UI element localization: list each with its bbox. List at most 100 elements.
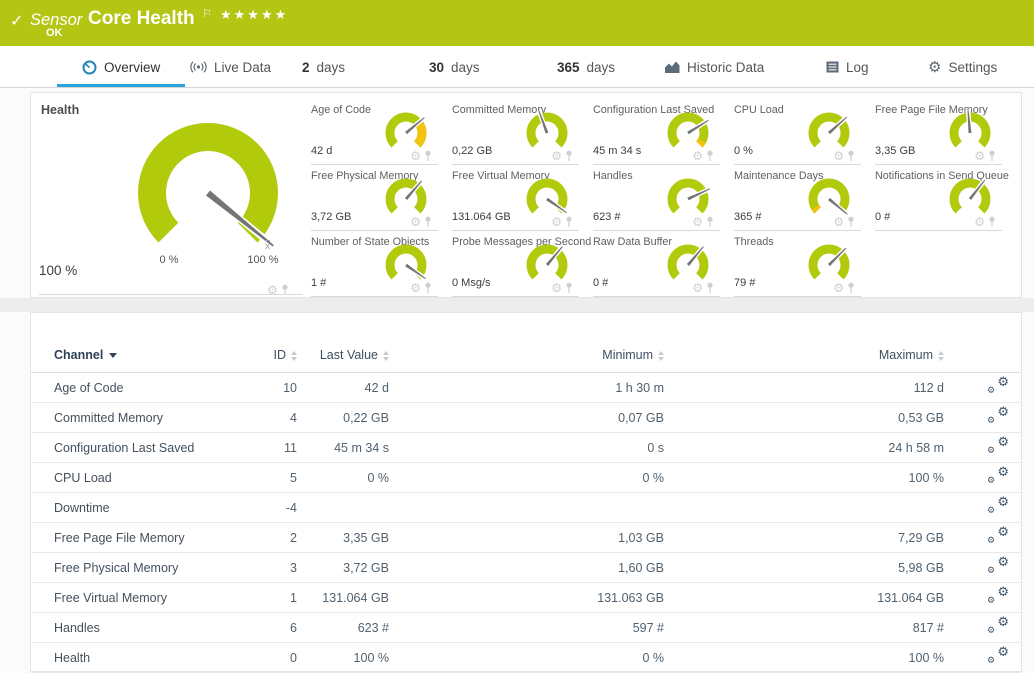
gauge-pin-icon[interactable]: [847, 282, 855, 294]
channel-settings-icon[interactable]: ⚙ ⚙: [987, 464, 1009, 486]
gauge-label: CPU Load: [734, 104, 784, 116]
gauge-pin-icon[interactable]: [424, 282, 432, 294]
gauge-scale-min: 0 %: [159, 254, 179, 266]
gauge-value: 131.064 GB: [452, 211, 511, 223]
gauge-chart: [808, 244, 850, 280]
channel-settings-icon[interactable]: ⚙ ⚙: [987, 404, 1009, 426]
gauge-tile: Raw Data Buffer 0 # ⚙: [591, 231, 728, 297]
gauge-tile: Age of Code 42 d ⚙: [309, 99, 446, 165]
broadcast-icon: [190, 61, 207, 73]
gauge-label: Probe Messages per Second: [452, 236, 592, 248]
gauge-pin-icon[interactable]: [565, 150, 573, 162]
status-ok-check-icon: ✓: [10, 11, 24, 30]
gauge-pin-icon[interactable]: [281, 284, 289, 296]
cell-channel: Health: [54, 650, 91, 665]
log-list-icon: [826, 61, 839, 73]
gauge-settings-icon[interactable]: ⚙: [410, 215, 421, 229]
channel-settings-icon[interactable]: ⚙ ⚙: [987, 584, 1009, 606]
priority-flag-icon[interactable]: ⚐: [202, 7, 212, 20]
tab-2-days[interactable]: 2 days: [302, 59, 346, 75]
table-row: CPU Load 5 0 % 0 % 100 % ⚙ ⚙: [31, 463, 1021, 493]
cell-channel: Age of Code: [54, 380, 124, 395]
cell-id: 6: [290, 620, 297, 635]
gauge-settings-icon[interactable]: ⚙: [974, 215, 985, 229]
cell-channel: Free Physical Memory: [54, 560, 179, 575]
gauge-pin-icon[interactable]: [988, 216, 996, 228]
gauge-chart: [385, 244, 427, 281]
gauge-pin-icon[interactable]: [565, 216, 573, 228]
gauge-settings-icon[interactable]: ⚙: [833, 281, 844, 295]
cell-last-value: 3,35 GB: [343, 530, 389, 545]
gauge-tile: Threads 79 # ⚙: [732, 231, 869, 297]
cell-last-value: 0,22 GB: [343, 410, 389, 425]
gauge-settings-icon[interactable]: ⚙: [692, 215, 703, 229]
gauge-pin-icon[interactable]: [847, 150, 855, 162]
gauge-tile: Committed Memory 0,22 GB ⚙: [450, 99, 587, 165]
channel-settings-icon[interactable]: ⚙ ⚙: [987, 644, 1009, 666]
gauge-value: 0 #: [875, 211, 891, 223]
gauge-value: 42 d: [311, 145, 333, 157]
gauge-tile: Configuration Last Saved 45 m 34 s ⚙: [591, 99, 728, 165]
channel-settings-icon[interactable]: ⚙ ⚙: [987, 494, 1009, 516]
gauge-pin-icon[interactable]: [847, 216, 855, 228]
channel-settings-icon[interactable]: ⚙ ⚙: [987, 614, 1009, 636]
gauge-pin-icon[interactable]: [424, 216, 432, 228]
gauge-pin-icon[interactable]: [706, 282, 714, 294]
gauge-settings-icon[interactable]: ⚙: [551, 281, 562, 295]
tab-historic-data[interactable]: Historic Data: [665, 46, 764, 88]
gauge-settings-icon[interactable]: ⚙: [692, 149, 703, 163]
gauge-label: Committed Memory: [452, 104, 547, 116]
sort-desc-icon: [109, 353, 118, 359]
tab-live-data[interactable]: Live Data: [190, 46, 271, 88]
sensor-header: ✓ Sensor Core Health ⚐ ★★★★★ OK: [0, 0, 1034, 46]
gauge-settings-icon[interactable]: ⚙: [974, 149, 985, 163]
tab-30-days[interactable]: 30 days: [429, 59, 480, 75]
gauge-chart: [949, 108, 991, 148]
tab-settings[interactable]: ⚙ Settings: [928, 58, 998, 76]
cell-channel: Downtime: [54, 500, 110, 515]
gauge-settings-icon[interactable]: ⚙: [551, 149, 562, 163]
cell-channel: Committed Memory: [54, 410, 164, 425]
gauge-settings-icon[interactable]: ⚙: [410, 149, 421, 163]
channel-settings-icon[interactable]: ⚙ ⚙: [987, 524, 1009, 546]
gauge-label: Age of Code: [311, 104, 372, 116]
priority-stars[interactable]: ★★★★★: [220, 8, 289, 23]
gauge-chart: [385, 178, 427, 214]
gauge-chart: [526, 244, 568, 280]
column-header-last-value[interactable]: Last Value: [297, 348, 389, 362]
column-header-id[interactable]: ID: [221, 348, 297, 362]
channel-settings-icon[interactable]: ⚙ ⚙: [987, 434, 1009, 456]
gauge-chart: [808, 178, 850, 217]
tab-overview[interactable]: Overview: [82, 46, 160, 88]
main-health-gauge: Health 0 % 100 % 100 % x ⚙: [31, 93, 309, 299]
gauge-label: Threads: [734, 236, 774, 248]
cell-minimum: 0 %: [642, 470, 664, 485]
cell-minimum: 597 #: [632, 620, 664, 635]
gauge-pin-icon[interactable]: [424, 150, 432, 162]
gauge-value: 0,22 GB: [452, 145, 493, 157]
gauge-settings-icon[interactable]: ⚙: [410, 281, 421, 295]
gauge-settings-icon[interactable]: ⚙: [692, 281, 703, 295]
gauge-settings-icon[interactable]: ⚙: [551, 215, 562, 229]
cell-id: 11: [284, 440, 297, 455]
gauge-settings-icon[interactable]: ⚙: [267, 283, 278, 297]
average-marker: x: [265, 241, 270, 252]
column-header-maximum[interactable]: Maximum: [664, 348, 944, 362]
gauge-pin-icon[interactable]: [988, 150, 996, 162]
gauge-settings-icon[interactable]: ⚙: [833, 215, 844, 229]
tab-365-days[interactable]: 365 days: [557, 59, 616, 75]
column-header-minimum[interactable]: Minimum: [389, 348, 664, 362]
gauge-pin-icon[interactable]: [706, 216, 714, 228]
cell-id: -4: [285, 500, 297, 515]
gauge-pin-icon[interactable]: [565, 282, 573, 294]
cell-minimum: 1,03 GB: [618, 530, 664, 545]
gauge-tile: Free Virtual Memory 131.064 GB ⚙: [450, 165, 587, 231]
table-row: Downtime -4 ⚙ ⚙: [31, 493, 1021, 523]
channel-settings-icon[interactable]: ⚙ ⚙: [987, 554, 1009, 576]
tab-log[interactable]: Log: [826, 46, 869, 88]
channel-settings-icon[interactable]: ⚙ ⚙: [987, 374, 1009, 396]
gauges-panel: Health 0 % 100 % 100 % x ⚙ Age of Code 4…: [30, 92, 1022, 298]
gauge-pin-icon[interactable]: [706, 150, 714, 162]
gauge-settings-icon[interactable]: ⚙: [833, 149, 844, 163]
column-header-channel[interactable]: Channel: [31, 348, 221, 362]
